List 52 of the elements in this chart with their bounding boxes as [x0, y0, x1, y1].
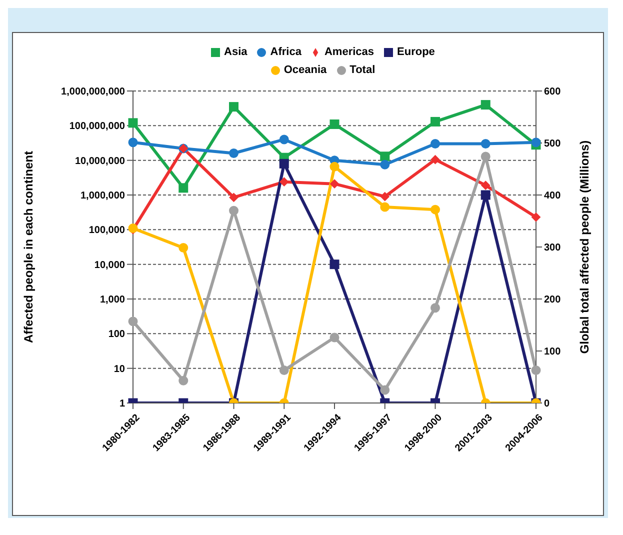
y-tick-label: 100,000: [88, 225, 126, 236]
point: [430, 139, 440, 149]
point: [330, 260, 340, 270]
point: [481, 180, 490, 190]
y2-tick-label: 600: [544, 86, 562, 98]
y2-tick-label: 200: [544, 294, 562, 306]
point: [178, 183, 188, 193]
point: [330, 179, 339, 188]
point: [178, 243, 188, 253]
legend-label: Americas: [324, 46, 374, 58]
y-tick-label: 10,000,000: [74, 156, 126, 167]
y-tick-label: 10: [114, 364, 126, 375]
point: [330, 162, 340, 172]
point: [128, 138, 138, 148]
point: [128, 118, 138, 128]
point: [480, 100, 490, 110]
point: [430, 155, 440, 164]
legend-label: Oceania: [284, 64, 327, 76]
point: [229, 102, 238, 112]
point: [430, 116, 440, 126]
y-tick-label: 100: [108, 329, 126, 340]
point: [380, 202, 390, 212]
legend-label: Europe: [397, 46, 435, 58]
point: [229, 192, 238, 202]
y-tick-label: 1: [119, 398, 126, 410]
y-tick-label: 1,000,000: [80, 190, 126, 202]
point: [330, 119, 340, 129]
y2-tick-label: 400: [544, 190, 562, 202]
point: [532, 212, 540, 222]
y2-tick-label: 0: [544, 398, 550, 410]
point: [380, 160, 390, 170]
point: [531, 138, 541, 148]
point: [380, 192, 390, 202]
legend-label: Asia: [224, 46, 248, 58]
y2-axis-title: Global total affected people (Millions): [577, 140, 592, 354]
y-tick-label: 10,000: [94, 260, 126, 271]
y2-tick-label: 100: [544, 346, 562, 358]
point: [279, 134, 289, 144]
legend-label: Africa: [270, 46, 302, 58]
y2-tick-label: 500: [544, 138, 562, 150]
point: [480, 139, 490, 149]
y-tick-label: 1,000,000,000: [61, 86, 126, 98]
point: [480, 190, 490, 200]
y-tick-label: 100,000,000: [69, 121, 126, 132]
point: [229, 148, 238, 158]
legend-label: Total: [350, 64, 376, 76]
y-axis-title: Affected people in each continent: [21, 150, 36, 344]
point: [380, 152, 390, 162]
y2-tick-label: 300: [544, 242, 562, 254]
point: [279, 158, 289, 168]
y-tick-label: 1,000: [100, 294, 126, 306]
point: [430, 204, 440, 214]
